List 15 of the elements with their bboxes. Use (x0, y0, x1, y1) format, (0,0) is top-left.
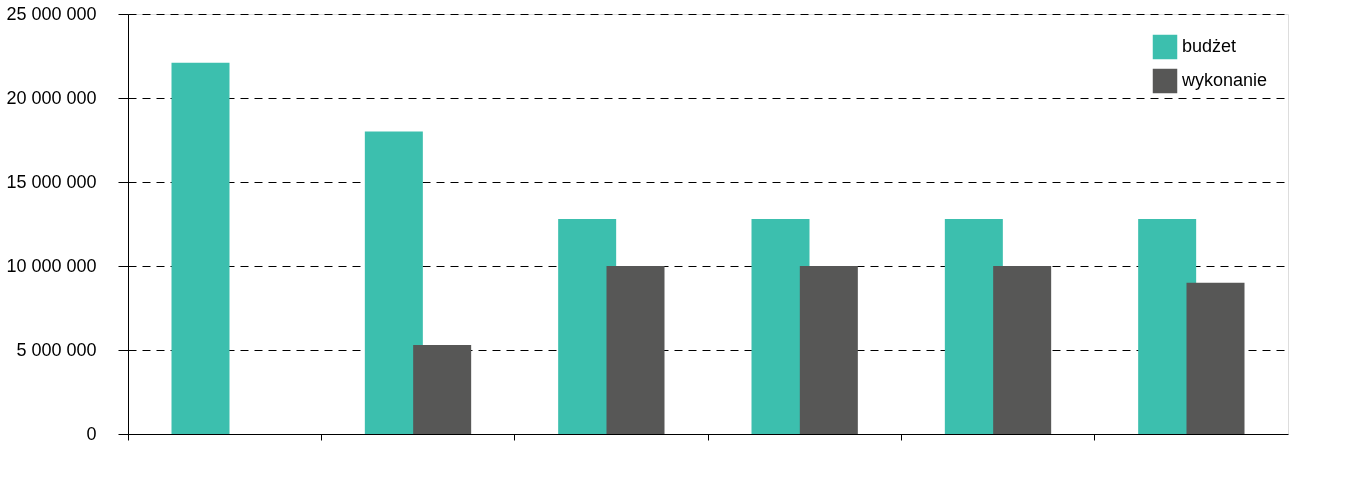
bar (993, 266, 1052, 434)
y-tick-label: 15 000 000 (6, 171, 97, 192)
y-tick-label: 20 000 000 (6, 87, 97, 108)
legend-label: budżet (1182, 36, 1237, 56)
legend-label: wykonanie (1181, 70, 1268, 90)
bar (364, 131, 423, 434)
bar (413, 344, 472, 434)
y-tick-label: 10 000 000 (6, 255, 97, 276)
y-tick-label: 25 000 000 (6, 3, 97, 24)
bar (1186, 282, 1245, 434)
y-tick-label: 0 (86, 423, 97, 444)
bar (799, 266, 858, 434)
bar (171, 62, 230, 434)
bar (606, 266, 665, 434)
y-tick-label: 5 000 000 (16, 339, 97, 360)
